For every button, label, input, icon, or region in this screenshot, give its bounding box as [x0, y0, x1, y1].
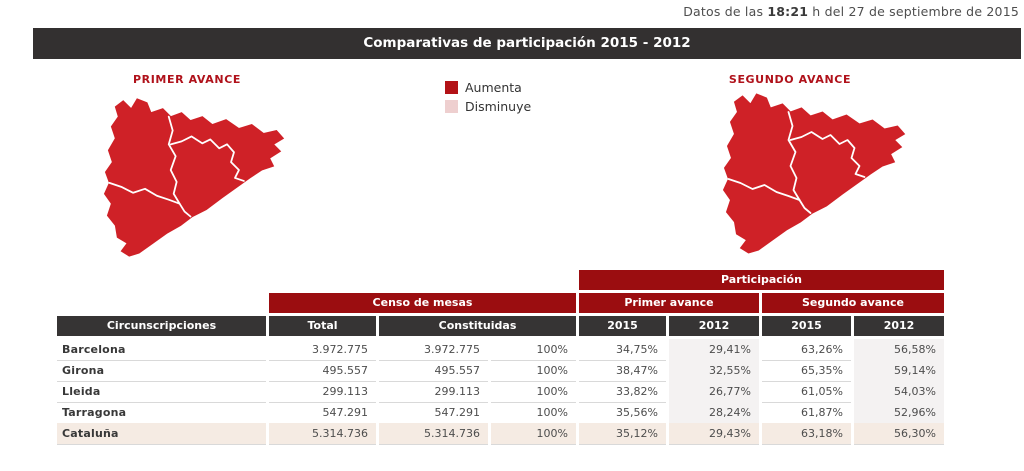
header-primer-2012: 2012: [669, 316, 759, 336]
cell-constituidas: 3.972.775: [379, 339, 488, 361]
table-header-group-row-1: Participación: [57, 270, 944, 290]
header-segundo-2015: 2015: [762, 316, 851, 336]
cell-constituidas-pct: 100%: [491, 381, 576, 403]
header-circunscripciones: Circunscripciones: [57, 316, 266, 336]
legend-aumenta-label: Aumenta: [465, 79, 522, 95]
header-total: Total: [269, 316, 376, 336]
cell-total: 299.113: [269, 381, 376, 403]
table-row-girona: Girona 495.557 495.557 100% 38,47% 32,55…: [57, 360, 944, 382]
cell-primer-2015: 34,75%: [579, 339, 666, 361]
cell-total: 3.972.775: [269, 339, 376, 361]
cell-constituidas: 495.557: [379, 360, 488, 382]
row-name: Lleida: [57, 381, 266, 403]
data-timestamp: Datos de las 18:21 h del 27 de septiembr…: [683, 4, 1019, 19]
table-row-lleida: Lleida 299.113 299.113 100% 33,82% 26,77…: [57, 381, 944, 403]
cell-segundo-2015: 65,35%: [762, 360, 851, 382]
cell-constituidas: 299.113: [379, 381, 488, 403]
cell-total: 5.314.736: [269, 423, 376, 445]
cell-primer-2012: 29,41%: [669, 339, 759, 361]
timestamp-suffix: h del 27 de septiembre de 2015: [808, 4, 1019, 19]
row-name: Tarragona: [57, 402, 266, 424]
cell-total: 547.291: [269, 402, 376, 424]
header-primer-2015: 2015: [579, 316, 666, 336]
cell-segundo-2015: 63,26%: [762, 339, 851, 361]
timestamp-prefix: Datos de las: [683, 4, 768, 19]
cell-primer-2015: 38,47%: [579, 360, 666, 382]
cell-primer-2012: 32,55%: [669, 360, 759, 382]
cell-primer-2015: 35,56%: [579, 402, 666, 424]
legend-item-disminuye: Disminuye: [445, 97, 531, 115]
primer-avance-label: PRIMER AVANCE: [132, 73, 242, 86]
cell-constituidas-pct: 100%: [491, 402, 576, 424]
aumenta-swatch-icon: [445, 80, 458, 94]
cell-constituidas-pct: 100%: [491, 423, 576, 445]
cell-segundo-2012: 56,30%: [854, 423, 944, 445]
table-header-columns-row: Circunscripciones Total Constituidas 201…: [57, 316, 944, 336]
cell-segundo-2012: 52,96%: [854, 402, 944, 424]
cell-primer-2015: 35,12%: [579, 423, 666, 445]
table-header-group-row-2: Censo de mesas Primer avance Segundo ava…: [57, 293, 944, 313]
timestamp-time: 18:21: [767, 4, 809, 19]
table-row-tarragona: Tarragona 547.291 547.291 100% 35,56% 28…: [57, 402, 944, 424]
table-row-cataluna-total: Cataluña 5.314.736 5.314.736 100% 35,12%…: [57, 423, 944, 445]
header-segundo-avance: Segundo avance: [762, 293, 944, 313]
cell-primer-2012: 26,77%: [669, 381, 759, 403]
header-segundo-2012: 2012: [854, 316, 944, 336]
table-row-barcelona: Barcelona 3.972.775 3.972.775 100% 34,75…: [57, 339, 944, 361]
legend-disminuye-label: Disminuye: [465, 98, 532, 114]
legend: Aumenta Disminuye: [445, 78, 531, 116]
cell-constituidas-pct: 100%: [491, 339, 576, 361]
catalonia-map-segundo-avance-icon: [722, 93, 906, 254]
row-name: Barcelona: [57, 339, 266, 361]
participation-table: Participación Censo de mesas Primer avan…: [57, 270, 944, 445]
row-name: Cataluña: [57, 423, 266, 445]
catalonia-map-primer-avance-icon: [103, 98, 285, 257]
cell-primer-2015: 33,82%: [579, 381, 666, 403]
cell-segundo-2015: 61,87%: [762, 402, 851, 424]
segundo-avance-label: SEGUNDO AVANCE: [728, 73, 852, 86]
header-constituidas: Constituidas: [379, 316, 576, 336]
cell-primer-2012: 28,24%: [669, 402, 759, 424]
header-primer-avance: Primer avance: [579, 293, 759, 313]
cell-primer-2012: 29,43%: [669, 423, 759, 445]
cell-constituidas: 547.291: [379, 402, 488, 424]
cell-segundo-2015: 63,18%: [762, 423, 851, 445]
cell-constituidas: 5.314.736: [379, 423, 488, 445]
row-name: Girona: [57, 360, 266, 382]
disminuye-swatch-icon: [445, 99, 458, 113]
header-participacion: Participación: [579, 270, 944, 290]
cell-segundo-2012: 59,14%: [854, 360, 944, 382]
header-censo-de-mesas: Censo de mesas: [269, 293, 576, 313]
cell-constituidas-pct: 100%: [491, 360, 576, 382]
cell-segundo-2012: 56,58%: [854, 339, 944, 361]
cell-segundo-2012: 54,03%: [854, 381, 944, 403]
page-title: Comparativas de participación 2015 - 201…: [33, 28, 1021, 59]
cell-total: 495.557: [269, 360, 376, 382]
legend-item-aumenta: Aumenta: [445, 78, 531, 96]
cell-segundo-2015: 61,05%: [762, 381, 851, 403]
